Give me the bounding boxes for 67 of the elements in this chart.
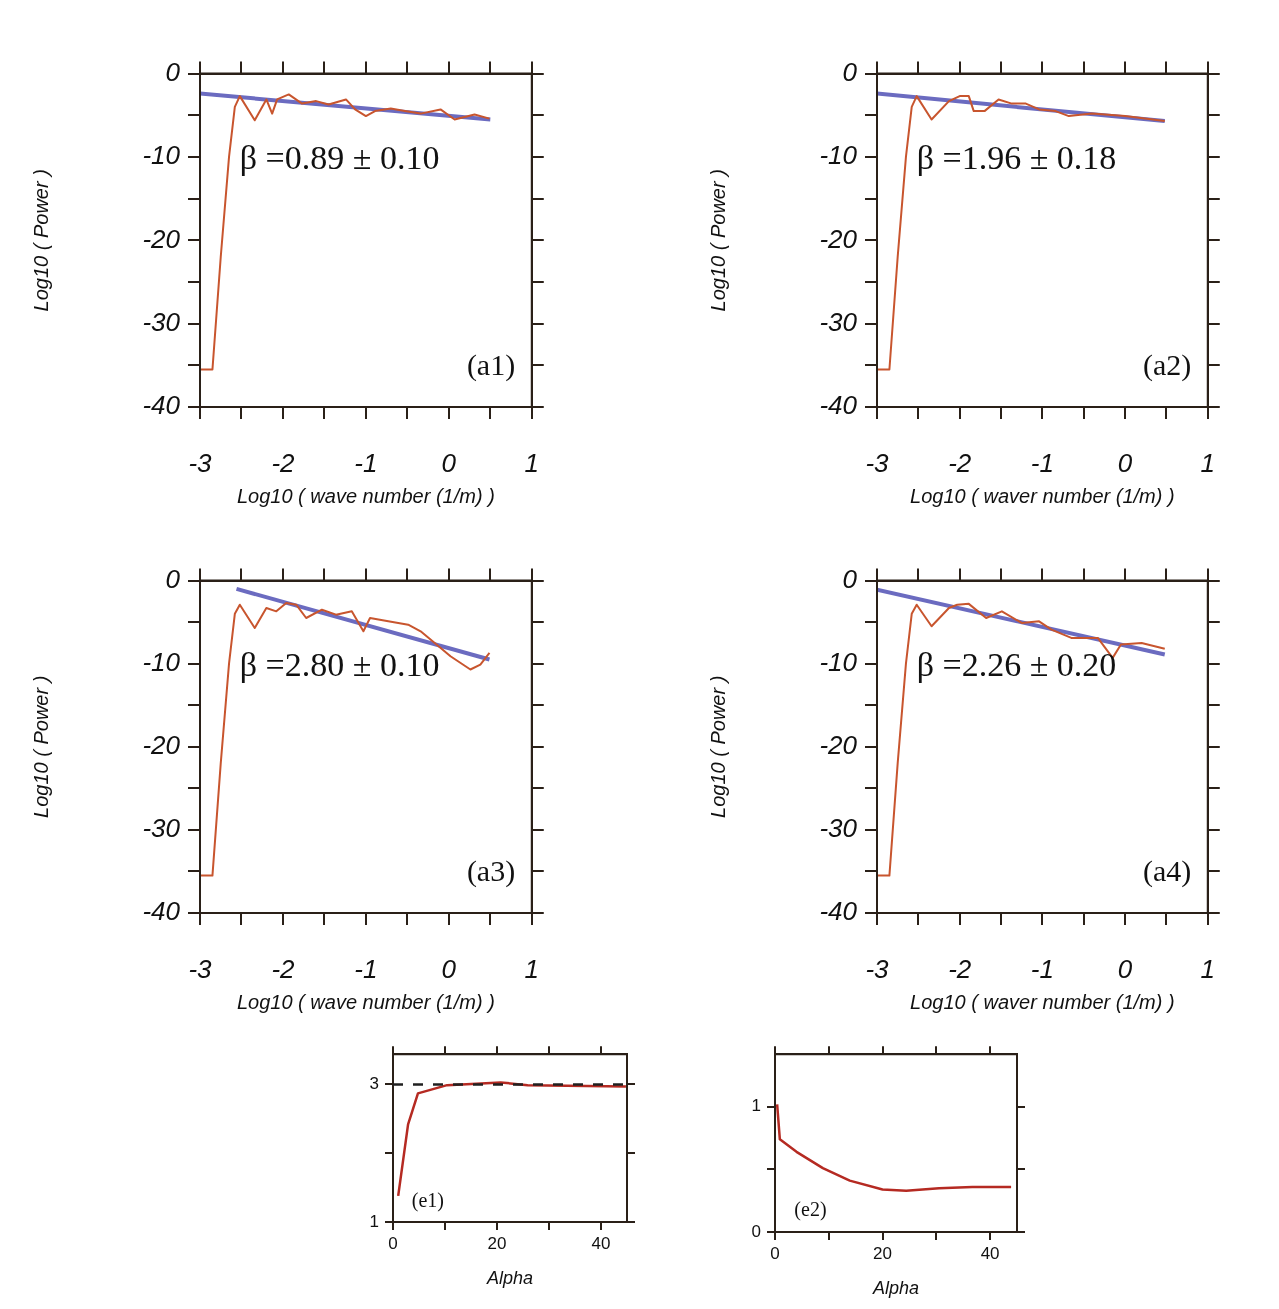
x-axis-title: Alpha: [871, 1278, 920, 1299]
y-tick-label: -30: [819, 813, 858, 844]
y-tick-label: -20: [142, 223, 181, 254]
y-axis-title: Log10 ( Power ): [29, 675, 52, 818]
x-tick-label: -1: [1030, 953, 1054, 984]
y-tick-label: -40: [142, 390, 181, 421]
x-tick-label: 0: [770, 1243, 780, 1263]
y-tick-label: 0: [165, 563, 181, 594]
x-tick-label: 1: [1200, 447, 1215, 478]
x-tick-label: -3: [865, 447, 890, 478]
x-axis-title: Log10 ( waver number (1/m) ): [910, 484, 1175, 507]
x-tick-label: -1: [354, 447, 378, 478]
y-axis-title: Log10 ( Power ): [706, 675, 729, 818]
x-tick-label: 20: [873, 1243, 893, 1263]
y-tick-label: -40: [142, 896, 181, 927]
y-tick-label: -20: [819, 730, 858, 761]
y-tick-label: -30: [142, 306, 181, 337]
x-axis-title: Log10 ( wave number (1/m) ): [236, 990, 495, 1013]
annotation: β =0.89 ± 0.10: [239, 139, 440, 177]
y-tick-label: -20: [142, 730, 181, 761]
x-tick-label: 40: [980, 1243, 1000, 1263]
x-tick-label: 0: [388, 1233, 398, 1253]
y-tick-label: 0: [842, 563, 858, 594]
x-tick-label: -3: [188, 447, 213, 478]
x-tick-label: -2: [948, 447, 972, 478]
x-tick-label: -1: [354, 953, 378, 984]
y-tick-label: -10: [819, 646, 858, 677]
annotation: (a3): [466, 853, 516, 888]
x-tick-label: 0: [441, 953, 457, 984]
x-tick-label: 20: [487, 1233, 507, 1253]
x-tick-label: -3: [188, 953, 213, 984]
x-tick-label: 1: [524, 953, 539, 984]
x-axis-title: Log10 ( waver number (1/m) ): [910, 990, 1175, 1013]
x-tick-label: 1: [524, 447, 539, 478]
annotation: β =2.26 ± 0.20: [916, 645, 1117, 683]
y-axis-title: Log10 ( Power ): [706, 169, 729, 312]
y-tick-label: -30: [142, 813, 181, 844]
x-tick-label: 0: [1117, 447, 1133, 478]
y-tick-label: 3: [369, 1074, 379, 1094]
y-tick-label: -10: [819, 140, 858, 171]
annotation: β =1.96 ± 0.18: [916, 139, 1117, 177]
y-tick-label: -10: [142, 646, 181, 677]
annotation: (a1): [466, 347, 516, 382]
x-axis-title: Alpha: [485, 1268, 534, 1289]
annotation: β =2.80 ± 0.10: [239, 645, 440, 683]
y-tick-label: -40: [819, 896, 858, 927]
x-tick-label: 0: [1117, 953, 1133, 984]
y-tick-label: -20: [819, 223, 858, 254]
y-tick-label: 0: [842, 56, 858, 87]
annotation: (e1): [411, 1189, 444, 1213]
x-tick-label: -2: [271, 447, 296, 478]
annotation: (e2): [794, 1197, 827, 1221]
x-tick-label: -2: [271, 953, 296, 984]
x-tick-label: 0: [441, 447, 457, 478]
y-tick-label: 0: [165, 56, 181, 87]
annotation: (a4): [1142, 853, 1192, 888]
y-tick-label: -10: [142, 140, 181, 171]
y-tick-label: -30: [819, 306, 858, 337]
x-tick-label: -2: [948, 953, 972, 984]
x-tick-label: 1: [1200, 953, 1215, 984]
annotation: (a2): [1142, 347, 1192, 382]
x-axis-title: Log10 ( wave number (1/m) ): [236, 484, 495, 507]
x-tick-label: 40: [591, 1233, 611, 1253]
y-axis-title: Log10 ( Power ): [29, 169, 52, 312]
y-tick-label: -40: [819, 390, 858, 421]
x-tick-label: -1: [1030, 447, 1054, 478]
x-tick-label: -3: [865, 953, 890, 984]
